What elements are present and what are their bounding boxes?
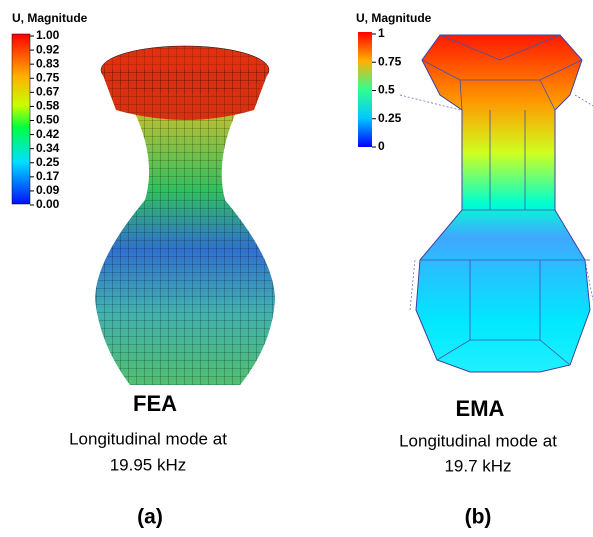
color-bar bbox=[358, 32, 372, 147]
legend-tick-label: 0.58 bbox=[36, 99, 60, 113]
legend-title: U, Magnitude bbox=[12, 11, 88, 25]
legend-tick-label: 0.09 bbox=[36, 183, 60, 197]
color-bar bbox=[12, 34, 30, 204]
legend-tick-label: 0.83 bbox=[36, 56, 60, 70]
frequency: 19.7 kHz bbox=[444, 456, 511, 475]
legend-title: U, Magnitude bbox=[356, 11, 432, 25]
legend-tick-label: 0.25 bbox=[36, 155, 60, 169]
ema-model bbox=[400, 35, 593, 372]
figure: U, Magnitude 1.000.920.830.750.670.580.5… bbox=[0, 0, 593, 532]
legend-tick-label: 0.25 bbox=[378, 111, 402, 125]
panel-label: (a) bbox=[137, 506, 163, 529]
legend-tick-label: 0.50 bbox=[36, 113, 60, 127]
legend-tick-label: 0.92 bbox=[36, 42, 60, 56]
fea-model bbox=[95, 46, 275, 385]
legend-tick-label: 0.75 bbox=[36, 70, 60, 84]
legend-tick-label: 0.00 bbox=[36, 197, 60, 211]
legend-tick-label: 1.00 bbox=[36, 28, 60, 42]
legend-tick-label: 0.5 bbox=[378, 83, 395, 97]
legend-tick-label: 0.34 bbox=[36, 141, 60, 155]
legend-tick-label: 0 bbox=[378, 139, 385, 153]
panel-label: (b) bbox=[465, 506, 492, 529]
legend-tick-label: 1 bbox=[378, 26, 385, 40]
caption: Longitudinal mode at bbox=[69, 429, 227, 448]
method: FEA bbox=[133, 391, 177, 416]
caption: Longitudinal mode at bbox=[399, 431, 557, 450]
legend-tick-label: 0.67 bbox=[36, 85, 60, 99]
method: EMA bbox=[456, 396, 505, 421]
legend-tick-label: 0.42 bbox=[36, 127, 60, 141]
legend-b: U, Magnitude 1 0.75 0.5 0.25 0 bbox=[356, 11, 432, 153]
legend-tick-label: 0.75 bbox=[378, 54, 402, 68]
legend-a: U, Magnitude 1.000.920.830.750.670.580.5… bbox=[12, 11, 88, 211]
frequency: 19.95 kHz bbox=[110, 455, 187, 474]
legend-tick-label: 0.17 bbox=[36, 169, 60, 183]
